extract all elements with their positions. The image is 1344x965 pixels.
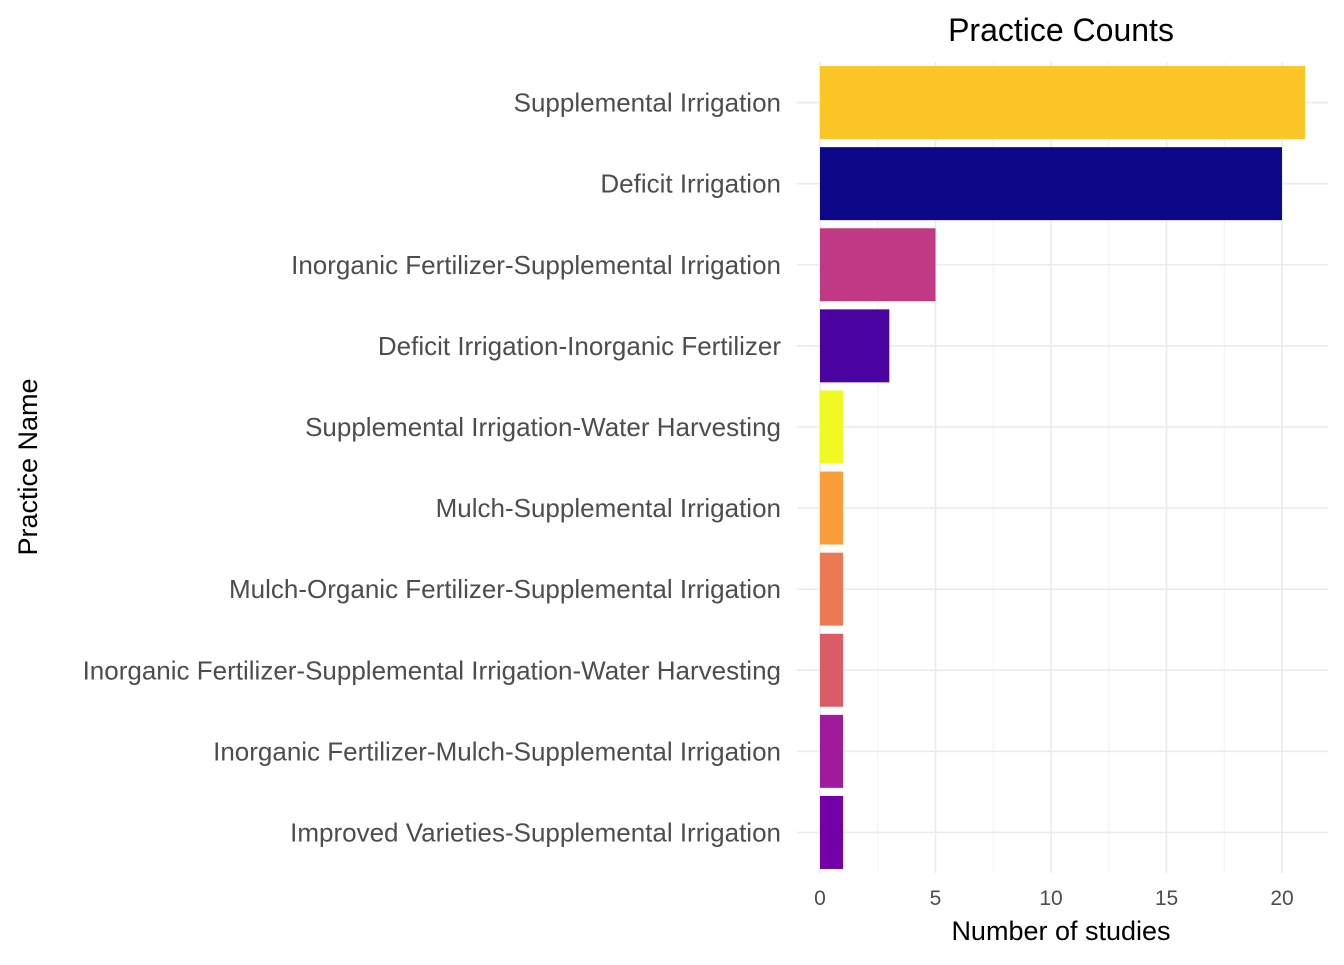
category-label-0: Supplemental Irrigation xyxy=(514,88,781,118)
bar-0 xyxy=(820,66,1306,140)
y-axis-title: Practice Name xyxy=(13,378,43,555)
category-label-8: Inorganic Fertilizer-Mulch-Supplemental … xyxy=(213,736,781,766)
category-label-9: Improved Varieties-Supplemental Irrigati… xyxy=(290,817,781,847)
bar-4 xyxy=(820,390,844,464)
category-label-6: Mulch-Organic Fertilizer-Supplemental Ir… xyxy=(229,574,781,604)
x-tick-labels: 0 5 10 15 20 xyxy=(814,887,1294,910)
chart-title: Practice Counts xyxy=(948,12,1174,48)
bar-9 xyxy=(820,795,844,869)
x-tick-label-4: 20 xyxy=(1270,887,1293,910)
x-tick-label-1: 5 xyxy=(930,887,942,910)
bar-6 xyxy=(820,552,844,626)
x-tick-label-3: 15 xyxy=(1155,887,1178,910)
bar-3 xyxy=(820,309,890,383)
category-label-4: Supplemental Irrigation-Water Harvesting xyxy=(305,412,781,442)
bar-2 xyxy=(820,228,936,302)
category-label-2: Inorganic Fertilizer-Supplemental Irriga… xyxy=(291,250,781,280)
x-tick-label-0: 0 xyxy=(814,887,826,910)
bar-7 xyxy=(820,633,844,707)
x-tick-label-2: 10 xyxy=(1039,887,1062,910)
category-labels: Supplemental Irrigation Deficit Irrigatio… xyxy=(83,88,782,848)
category-label-3: Deficit Irrigation-Inorganic Fertilizer xyxy=(378,331,781,361)
category-label-5: Mulch-Supplemental Irrigation xyxy=(436,493,781,523)
category-label-7: Inorganic Fertilizer-Supplemental Irriga… xyxy=(83,655,781,685)
x-axis-title: Number of studies xyxy=(951,916,1170,946)
category-label-1: Deficit Irrigation xyxy=(600,169,781,199)
bar-1 xyxy=(820,147,1282,221)
bar-8 xyxy=(820,714,844,788)
bars xyxy=(820,66,1306,869)
bar-5 xyxy=(820,471,844,545)
